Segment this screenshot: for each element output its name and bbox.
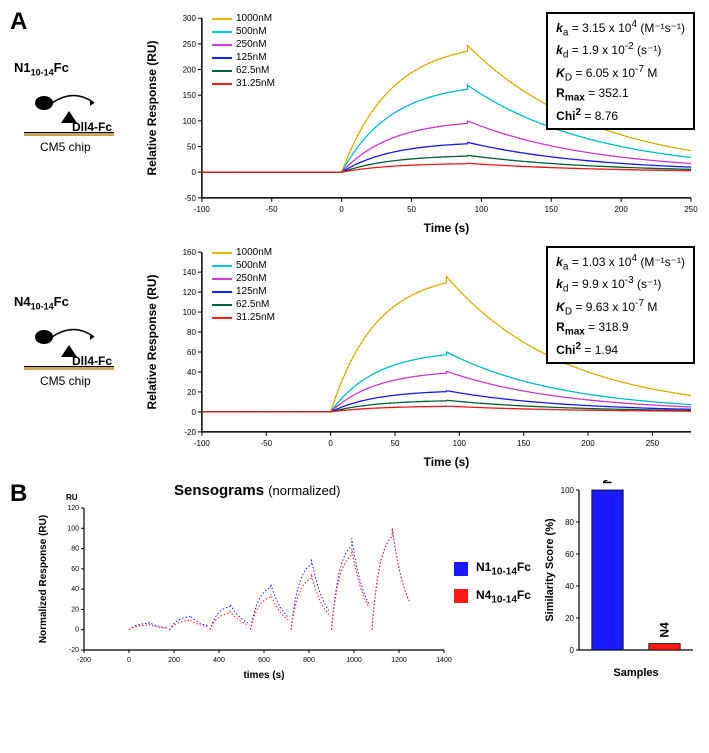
- svg-text:Relative Response (RU): Relative Response (RU): [145, 41, 159, 176]
- panel-a-row-0: N110-14Fc Dll4-FcCM5 chip -100 -50 0 50 100 15…: [8, 8, 701, 238]
- svg-text:200: 200: [183, 66, 197, 75]
- spr-chart-0: -100 -50 0 50 100 150 200 250 -50 0 50 100 150 200 250…: [142, 8, 701, 238]
- svg-text:0: 0: [191, 168, 196, 177]
- svg-text:250: 250: [183, 40, 197, 49]
- kinetics-box-1: ka = 1.03 x 104 (M⁻¹s⁻¹)kd = 9.9 x 10-3 …: [546, 246, 695, 364]
- svg-text:100: 100: [453, 439, 467, 448]
- svg-text:140: 140: [183, 268, 197, 277]
- svg-text:40: 40: [565, 582, 574, 591]
- svg-text:50: 50: [391, 439, 400, 448]
- spr-chart-1: -100 -50 0 50 100 150 200 250 -20 0 20 40 60 80 100 120…: [142, 242, 701, 472]
- svg-text:-20: -20: [184, 428, 196, 437]
- svg-text:N4: N4: [658, 622, 672, 638]
- panel-b-label: B: [10, 480, 27, 508]
- panel-a-label: A: [10, 8, 27, 36]
- svg-text:0: 0: [75, 627, 79, 634]
- svg-text:20: 20: [71, 606, 79, 613]
- svg-text:160: 160: [183, 248, 197, 257]
- svg-text:100: 100: [183, 308, 197, 317]
- svg-text:600: 600: [258, 657, 270, 664]
- svg-text:150: 150: [517, 439, 531, 448]
- kinetics-box-0: ka = 3.15 x 104 (M⁻¹s⁻¹)kd = 1.9 x 10-2 …: [546, 12, 695, 130]
- svg-text:150: 150: [545, 205, 559, 214]
- svg-text:200: 200: [614, 205, 628, 214]
- svg-text:300: 300: [183, 14, 197, 23]
- svg-text:-200: -200: [77, 657, 91, 664]
- svg-text:-20: -20: [69, 647, 79, 654]
- svg-text:60: 60: [187, 348, 196, 357]
- svg-text:20: 20: [565, 614, 574, 623]
- sensogram-legend: N110-14FcN410-14Fc: [454, 555, 541, 610]
- panel-a-row-1: N410-14Fc Dll4-FcCM5 chip -100 -50 0 50 100 15…: [8, 242, 701, 472]
- svg-text:20: 20: [187, 388, 196, 397]
- svg-text:1200: 1200: [391, 657, 407, 664]
- svg-text:times (s): times (s): [243, 670, 284, 680]
- svg-text:50: 50: [187, 143, 196, 152]
- svg-text:120: 120: [67, 505, 79, 512]
- svg-text:100: 100: [561, 486, 575, 495]
- svg-text:1400: 1400: [436, 657, 452, 664]
- svg-text:Samples: Samples: [613, 667, 658, 679]
- svg-text:40: 40: [187, 368, 196, 377]
- svg-text:800: 800: [303, 657, 315, 664]
- svg-text:250: 250: [646, 439, 660, 448]
- svg-text:60: 60: [565, 550, 574, 559]
- svg-text:Time (s): Time (s): [424, 455, 470, 469]
- svg-text:-50: -50: [260, 439, 272, 448]
- svg-text:Normalized Response (RU): Normalized Response (RU): [38, 515, 49, 643]
- concentration-legend: 1000nM500nM250nM125nM62.5nM31.25nM: [212, 12, 275, 90]
- svg-text:RU: RU: [66, 493, 78, 502]
- svg-text:0: 0: [127, 657, 131, 664]
- svg-text:-50: -50: [184, 194, 196, 203]
- svg-text:100: 100: [475, 205, 489, 214]
- svg-text:80: 80: [565, 518, 574, 527]
- svg-text:400: 400: [213, 657, 225, 664]
- svg-text:60: 60: [71, 566, 79, 573]
- svg-text:-100: -100: [194, 439, 211, 448]
- svg-text:0: 0: [191, 408, 196, 417]
- spr-diagram-0: N110-14Fc Dll4-FcCM5 chip: [12, 60, 142, 187]
- svg-text:Time (s): Time (s): [424, 221, 470, 235]
- spr-diagram-1: N410-14Fc Dll4-FcCM5 chip: [12, 294, 142, 421]
- svg-text:1000: 1000: [346, 657, 362, 664]
- svg-text:-50: -50: [266, 205, 278, 214]
- svg-text:250: 250: [684, 205, 698, 214]
- svg-text:Similarity Score (%): Similarity Score (%): [544, 518, 556, 622]
- similarity-bar-chart: 0 20 40 60 80 100 N1 N4 Similarity Score (%) Samp…: [541, 480, 701, 685]
- svg-text:50: 50: [407, 205, 416, 214]
- svg-text:0: 0: [339, 205, 344, 214]
- svg-text:100: 100: [67, 525, 79, 532]
- sensogram-chart: Sensograms (normalized) -200020040060080…: [34, 480, 454, 685]
- svg-text:120: 120: [183, 288, 197, 297]
- svg-text:-100: -100: [194, 205, 211, 214]
- svg-text:80: 80: [71, 546, 79, 553]
- svg-text:200: 200: [581, 439, 595, 448]
- svg-text:40: 40: [71, 586, 79, 593]
- svg-text:100: 100: [183, 117, 197, 126]
- svg-text:0: 0: [328, 439, 333, 448]
- svg-text:Relative Response (RU): Relative Response (RU): [145, 275, 159, 410]
- svg-text:80: 80: [187, 328, 196, 337]
- svg-text:150: 150: [183, 91, 197, 100]
- svg-text:0: 0: [570, 646, 575, 655]
- svg-text:200: 200: [168, 657, 180, 664]
- sensogram-title: Sensograms (normalized): [174, 482, 340, 499]
- svg-text:N1: N1: [601, 480, 615, 484]
- concentration-legend: 1000nM500nM250nM125nM62.5nM31.25nM: [212, 246, 275, 324]
- figure: A N110-14Fc Dll4-FcCM5 chip -100 -50 0 50 100…: [8, 8, 701, 685]
